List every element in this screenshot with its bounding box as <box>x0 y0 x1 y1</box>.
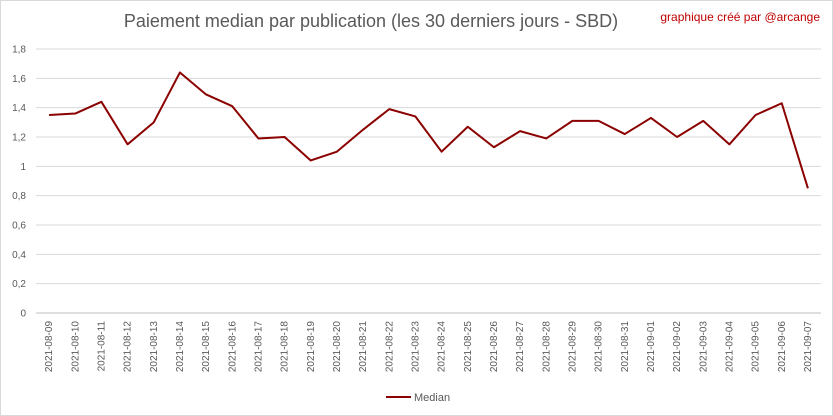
x-tick-label: 2021-09-02 <box>672 321 683 373</box>
y-tick-label: 0,2 <box>12 279 26 290</box>
x-tick-label: 2021-08-20 <box>332 321 343 373</box>
x-tick-label: 2021-08-26 <box>489 321 500 373</box>
chart-title: Paiement median par publication (les 30 … <box>123 11 619 31</box>
x-tick-label: 2021-08-11 <box>96 321 107 372</box>
x-tick-label: 2021-09-01 <box>646 321 657 373</box>
y-tick-label: 1,8 <box>12 45 26 56</box>
series-line-median <box>49 71 809 189</box>
x-tick-label: 2021-08-13 <box>149 321 160 373</box>
y-tick-label: 0,8 <box>12 191 26 202</box>
x-tick-label: 2021-08-14 <box>175 321 186 373</box>
x-tick-label: 2021-09-07 <box>803 321 814 373</box>
x-tick-label: 2021-08-18 <box>280 321 291 373</box>
x-tick-label: 2021-08-19 <box>306 321 317 373</box>
y-tick-label: 1 <box>20 162 26 173</box>
x-tick-label: 2021-08-25 <box>463 321 474 373</box>
x-tick-label: 2021-08-15 <box>201 321 212 373</box>
x-tick-label: 2021-08-31 <box>620 321 631 373</box>
y-tick-label: 1,6 <box>12 74 26 85</box>
y-tick-label: 0 <box>20 309 26 320</box>
x-tick-label: 2021-08-28 <box>541 321 552 373</box>
x-tick-label: 2021-08-16 <box>227 321 238 373</box>
x-tick-label: 2021-09-04 <box>724 321 735 373</box>
x-tick-label: 2021-08-21 <box>358 321 369 373</box>
x-tick-label: 2021-08-22 <box>384 321 395 373</box>
x-tick-label: 2021-08-23 <box>410 321 421 373</box>
chart-credit: graphique créé par @arcange <box>660 10 820 24</box>
x-tick-label: 2021-08-24 <box>437 321 448 373</box>
y-tick-label: 1,4 <box>12 103 26 114</box>
x-tick-label: 2021-08-29 <box>567 321 578 373</box>
x-tick-label: 2021-08-17 <box>253 321 264 373</box>
x-tick-label: 2021-09-05 <box>751 321 762 373</box>
x-tick-label: 2021-08-27 <box>515 321 526 373</box>
x-tick-label: 2021-09-03 <box>698 321 709 373</box>
x-tick-label: 2021-08-10 <box>70 321 81 373</box>
x-tick-label: 2021-08-30 <box>594 321 605 373</box>
y-tick-label: 0,4 <box>12 250 26 261</box>
x-tick-label: 2021-08-09 <box>44 321 55 373</box>
x-tick-label: 2021-08-12 <box>123 321 134 373</box>
legend-label: Median <box>414 392 450 404</box>
y-tick-label: 0,6 <box>12 221 26 232</box>
x-tick-label: 2021-09-06 <box>777 321 788 373</box>
y-tick-label: 1,2 <box>12 133 26 144</box>
